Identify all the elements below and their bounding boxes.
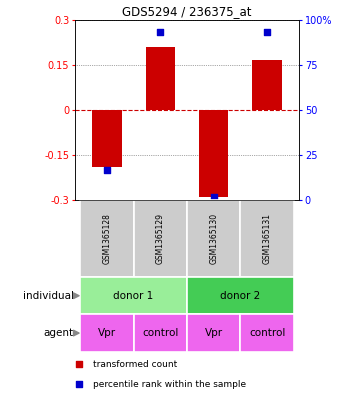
Text: GSM1365129: GSM1365129 (156, 213, 165, 264)
Point (76, 381, 82, 387)
Bar (80, 200, 134, 277)
Bar (134, 200, 187, 277)
Text: donor 1: donor 1 (114, 291, 154, 301)
Text: control: control (249, 328, 285, 338)
Text: percentile rank within the sample: percentile rank within the sample (93, 380, 246, 389)
Bar (199, 110, 228, 197)
Bar (240, 200, 294, 277)
Text: transformed count: transformed count (93, 360, 177, 369)
Bar (134, 314, 187, 352)
Bar (187, 314, 240, 352)
Bar (146, 47, 175, 110)
Bar (252, 60, 282, 110)
Text: GSM1365130: GSM1365130 (209, 213, 218, 264)
Bar (240, 314, 294, 352)
Point (104, 167, 109, 173)
Point (265, 29, 270, 35)
Text: Vpr: Vpr (98, 328, 116, 338)
Text: individual: individual (23, 291, 74, 301)
Text: Vpr: Vpr (205, 328, 223, 338)
Text: control: control (142, 328, 179, 338)
Bar (187, 200, 240, 277)
Point (76, 361, 82, 367)
Title: GDS5294 / 236375_at: GDS5294 / 236375_at (122, 6, 252, 18)
Point (211, 194, 217, 200)
Text: donor 2: donor 2 (220, 291, 260, 301)
Bar (187, 277, 294, 314)
Text: agent: agent (44, 328, 74, 338)
Point (157, 29, 163, 35)
Bar (80, 314, 134, 352)
Text: GSM1365131: GSM1365131 (262, 213, 272, 264)
Bar (92, 110, 122, 167)
Bar (80, 277, 187, 314)
Text: GSM1365128: GSM1365128 (102, 213, 112, 264)
